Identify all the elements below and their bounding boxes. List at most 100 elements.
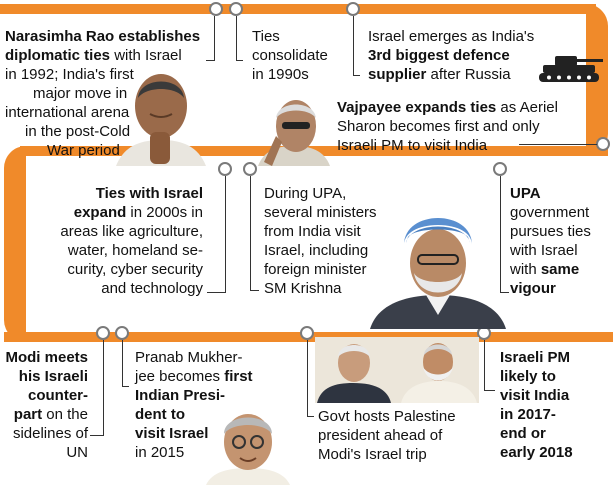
- event-text: in 1992; India's first: [5, 66, 134, 83]
- connector: [353, 16, 360, 76]
- timeline-node: [493, 162, 507, 176]
- event-text: diplomatic ties: [5, 47, 111, 64]
- event-text: in 2015: [135, 444, 185, 461]
- event-text: Israel emerges as India's: [368, 28, 535, 45]
- event-text: visit India: [500, 387, 570, 404]
- event-text: dent to: [135, 406, 185, 423]
- event-text: During UPA,: [264, 185, 347, 202]
- event-ties-2000s: Ties with Israel expand in 2000s in area…: [20, 184, 203, 298]
- connector: [484, 340, 495, 391]
- event-text: SM Krishna: [264, 280, 342, 297]
- event-text: and technology: [101, 280, 203, 297]
- event-text: in the post-Cold: [25, 123, 131, 140]
- event-text: Pranab Mukher-: [135, 349, 243, 366]
- event-text: in 2017-: [500, 406, 556, 423]
- event-text: end or: [500, 425, 546, 442]
- connector: [500, 176, 509, 293]
- event-text: Ties with Israel: [95, 185, 203, 202]
- event-text: Israeli PM to visit India: [337, 137, 488, 154]
- event-ties-1990s: Ties consolidate in 1990s: [252, 27, 328, 84]
- event-text: War period: [47, 142, 120, 159]
- event-text: vigour: [510, 280, 556, 297]
- connector: [90, 340, 104, 436]
- event-text: jee becomes: [135, 368, 225, 385]
- event-text: UPA: [510, 185, 541, 202]
- event-text: government: [510, 204, 590, 221]
- timeline-node: [218, 162, 232, 176]
- connector: [207, 176, 226, 293]
- connector: [519, 144, 597, 145]
- event-text: likely to: [500, 368, 556, 385]
- event-pranab: Pranab Mukher- jee becomes first Indian …: [135, 348, 253, 462]
- timeline-node: [346, 2, 360, 16]
- event-vajpayee: Vajpayee expands ties as Aeriel Sharon b…: [337, 98, 558, 155]
- event-text: sidelines of: [12, 425, 88, 442]
- event-text: expand: [73, 204, 127, 221]
- event-palestine: Govt hosts Palestine president ahead of …: [318, 407, 456, 464]
- event-text: several ministers: [264, 204, 377, 221]
- event-text: consolidate: [252, 47, 328, 64]
- timeline-node: [115, 326, 129, 340]
- event-text: foreign minister: [264, 261, 367, 278]
- event-text: from India visit: [264, 223, 361, 240]
- event-text: with Israel: [510, 242, 578, 259]
- timeline-left-curve: [4, 146, 26, 342]
- connector: [307, 340, 314, 417]
- event-text: curity, cyber security: [67, 261, 203, 278]
- event-text: major move in: [33, 85, 128, 102]
- event-text: after Russia: [426, 66, 511, 83]
- timeline-node: [596, 137, 610, 151]
- event-text: Israeli PM: [500, 349, 571, 366]
- event-text: international arena: [5, 104, 130, 121]
- tank-icon: [537, 52, 605, 84]
- event-text: Vajpayee expands ties: [337, 99, 497, 116]
- event-text: Govt hosts Palestine: [318, 408, 456, 425]
- event-text: areas like agriculture,: [60, 223, 203, 240]
- event-modi-meets: Modi meets his Israeli counter- part on …: [0, 348, 88, 462]
- event-text: Sharon becomes first and only: [337, 118, 540, 135]
- event-text: supplier: [368, 66, 427, 83]
- event-text: as Aeriel: [496, 99, 558, 116]
- connector: [206, 16, 215, 61]
- event-text: pursues ties: [510, 223, 591, 240]
- event-text: Modi's Israel trip: [318, 446, 427, 463]
- pranab-portrait: [200, 404, 296, 485]
- abbas-modi-photo: [315, 337, 479, 403]
- timeline-node: [229, 2, 243, 16]
- event-text: with Israel: [110, 47, 182, 64]
- event-israeli-pm: Israeli PM likely to visit India in 2017…: [500, 348, 573, 462]
- event-text: Narasimha Rao establishes: [5, 28, 201, 45]
- event-text: Ties: [252, 28, 280, 45]
- vajpayee-portrait: [254, 92, 332, 166]
- event-text: with: [510, 261, 541, 278]
- event-defence-supplier: Israel emerges as India's 3rd biggest de…: [368, 27, 534, 84]
- rao-portrait: [110, 62, 212, 166]
- event-text: on the: [42, 406, 88, 423]
- connector: [250, 176, 259, 291]
- event-text: UN: [66, 444, 88, 461]
- event-text: visit Israel: [135, 425, 209, 442]
- event-rao: Narasimha Rao establishes diplomatic tie…: [5, 27, 200, 160]
- event-text: counter-: [28, 387, 88, 404]
- event-text: water, homeland se-: [67, 242, 203, 259]
- manmohan-portrait: [368, 203, 508, 329]
- event-text: part: [13, 406, 43, 423]
- connector: [122, 340, 129, 387]
- timeline-node: [96, 326, 110, 340]
- timeline-top: [0, 4, 596, 14]
- event-text: in 2000s in: [126, 204, 203, 221]
- connector: [236, 16, 243, 61]
- timeline-node: [243, 162, 257, 176]
- event-text: first: [224, 368, 253, 385]
- event-text: in 1990s: [252, 66, 309, 83]
- event-upa-ministers: During UPA, several ministers from India…: [264, 184, 377, 298]
- event-text: Indian Presi-: [135, 387, 226, 404]
- timeline-node: [300, 326, 314, 340]
- event-upa-government: UPA government pursues ties with Israel …: [510, 184, 591, 298]
- event-text: Modi meets: [5, 349, 88, 366]
- timeline-node: [209, 2, 223, 16]
- event-text: same: [540, 261, 580, 278]
- event-text: his Israeli: [18, 368, 88, 385]
- event-text: president ahead of: [318, 427, 443, 444]
- event-text: Israel, including: [264, 242, 369, 259]
